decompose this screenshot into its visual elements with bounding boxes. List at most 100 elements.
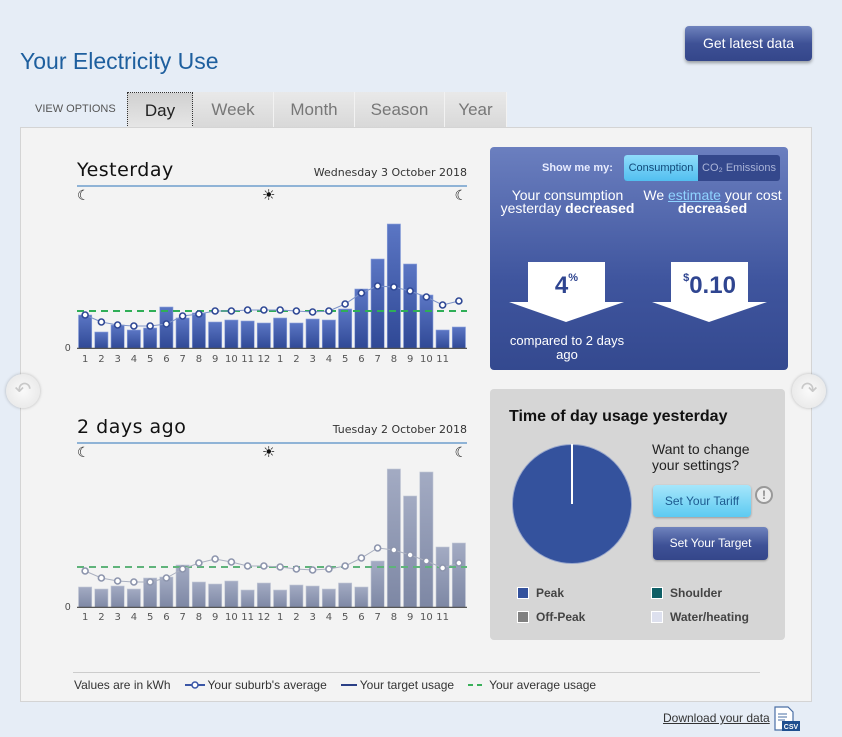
next-day-button[interactable]: ↷ — [792, 374, 826, 408]
x-tick-label: 6 — [163, 354, 170, 365]
usage-bar — [451, 542, 466, 608]
download-data-link[interactable]: Download your data — [663, 711, 770, 725]
usage-bar — [208, 583, 223, 608]
moon-icon: ☾ — [77, 187, 90, 203]
usage-bar — [419, 294, 434, 349]
usage-bar — [338, 308, 353, 349]
usage-bar — [370, 258, 385, 349]
usage-bar — [256, 322, 271, 349]
chart-title: 2 days ago — [77, 416, 187, 438]
suburb-average-line-icon — [184, 681, 205, 689]
tab-season[interactable]: Season — [355, 92, 445, 128]
usage-bar — [110, 585, 125, 608]
usage-bar — [321, 319, 336, 349]
units-label: Values are in kWh — [74, 678, 171, 692]
usage-bar — [386, 468, 401, 608]
warning-icon[interactable]: ! — [755, 486, 773, 504]
x-tick-label: 10 — [225, 612, 238, 623]
settings-prompt: Want to change your settings? — [652, 441, 750, 473]
x-tick-label: 2 — [98, 354, 105, 365]
usage-bar — [273, 589, 288, 608]
usage-bar — [143, 327, 158, 349]
x-tick-label: 7 — [179, 612, 186, 623]
view-options-label: VIEW OPTIONS — [35, 103, 116, 115]
x-tick-label: 5 — [146, 354, 154, 365]
comparison-summary: Show me my: Consumption CO₂ Emissions Yo… — [490, 147, 788, 370]
x-tick-label: 5 — [341, 612, 349, 623]
estimate-link[interactable]: estimate — [668, 187, 721, 203]
usage-bar — [451, 326, 466, 349]
x-tick-label: 11 — [436, 612, 449, 623]
x-tick-label: 1 — [81, 612, 89, 623]
x-tick-label: 6 — [163, 612, 170, 623]
tab-day[interactable]: Day — [127, 92, 193, 128]
legend-target-usage: Your target usage — [340, 678, 454, 692]
legend-average-usage: Your average usage — [468, 678, 596, 692]
target-line-icon — [340, 684, 357, 686]
get-latest-data-button[interactable]: Get latest data — [685, 26, 812, 61]
cost-down-arrow: $0.10 — [652, 262, 767, 324]
legend-shoulder: Shoulder — [651, 586, 722, 600]
tab-week[interactable]: Week — [193, 92, 274, 128]
x-tick-label: 1 — [276, 354, 284, 365]
usage-bar — [191, 581, 206, 608]
view-tabs: Day Week Month Season Year — [127, 92, 507, 128]
x-tick-label: 4 — [130, 354, 138, 365]
x-tick-label: 12 — [257, 612, 271, 623]
usage-bar — [159, 306, 174, 349]
legend-peak: Peak — [517, 586, 564, 600]
toggle-consumption[interactable]: Consumption — [624, 155, 698, 181]
x-axis-labels: 1 2 3 4 5 6 7 8 9 10 11 12 1 2 3 4 5 6 7 8 9 10 11 — [77, 612, 467, 623]
usage-bar — [224, 580, 239, 608]
usage-bar — [305, 585, 320, 608]
show-me-label: Show me my: — [542, 162, 613, 174]
usage-bar — [435, 546, 450, 608]
x-tick-label: 7 — [374, 612, 381, 623]
x-tick-label: 1 — [81, 354, 89, 365]
x-tick-label: 11 — [436, 354, 449, 365]
set-tariff-button[interactable]: Set Your Tariff — [653, 485, 751, 517]
x-tick-label: 6 — [358, 612, 365, 623]
x-tick-label: 8 — [390, 612, 398, 623]
usage-bar — [354, 586, 369, 608]
x-tick-label: 8 — [195, 354, 203, 365]
usage-bar — [289, 322, 304, 349]
tab-year[interactable]: Year — [445, 92, 507, 128]
x-tick-label: 4 — [325, 354, 333, 365]
chart-legend: Values are in kWh Your suburb's average … — [74, 678, 610, 692]
usage-bar — [305, 318, 320, 349]
page-title: Your Electricity Use — [20, 48, 219, 74]
x-tick-label: 2 — [293, 612, 300, 623]
tab-month[interactable]: Month — [274, 92, 355, 128]
usage-bar — [240, 589, 255, 608]
x-tick-label: 10 — [420, 612, 433, 623]
sun-icon: ☀ — [262, 444, 276, 461]
previous-day-button[interactable]: ↶ — [6, 374, 40, 408]
toggle-co2-emissions[interactable]: CO₂ Emissions — [702, 162, 776, 174]
x-tick-label: 9 — [211, 612, 219, 623]
usage-bar — [175, 564, 190, 608]
x-tick-label: 7 — [179, 354, 186, 365]
usage-bar — [78, 586, 93, 608]
legend-off-peak: Off-Peak — [517, 610, 585, 624]
usage-bar — [240, 320, 255, 349]
x-tick-label: 6 — [358, 354, 365, 365]
x-tick-label: 11 — [241, 354, 254, 365]
svg-text:CSV: CSV — [784, 724, 799, 731]
x-tick-label: 9 — [406, 354, 414, 365]
legend-suburb-average: Your suburb's average — [184, 678, 327, 692]
x-tick-label: 1 — [276, 612, 284, 623]
usage-bar — [256, 582, 271, 608]
usage-bar — [191, 312, 206, 349]
metric-toggle: Consumption CO₂ Emissions — [624, 155, 780, 181]
x-tick-label: 11 — [241, 612, 254, 623]
compared-text: compared to 2 days ago — [509, 333, 625, 362]
csv-file-icon[interactable]: CSV — [773, 706, 801, 732]
tod-title: Time of day usage yesterday — [509, 408, 728, 425]
set-target-button[interactable]: Set Your Target — [653, 527, 768, 560]
percent-down-arrow: 4% — [509, 262, 624, 324]
x-tick-label: 8 — [195, 612, 203, 623]
usage-bar — [419, 471, 434, 608]
chart-title: Yesterday — [77, 159, 174, 181]
sun-icon: ☀ — [262, 187, 276, 204]
